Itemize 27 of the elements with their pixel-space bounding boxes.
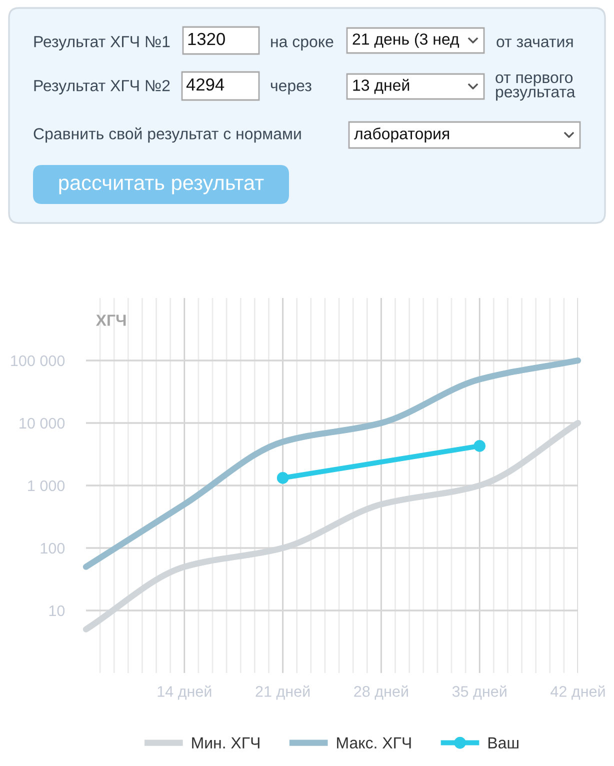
y-tick-label: 1 000 — [28, 480, 65, 492]
text: лаборатория — [354, 127, 450, 143]
text: 4294 — [186, 78, 224, 91]
text: от первого результата — [496, 74, 576, 101]
text: Результат ХГЧ №1 — [34, 36, 170, 50]
legend-label: Мин. ХГЧ — [192, 737, 260, 748]
y-tick-label: 100 000 — [11, 355, 65, 366]
legend-label: Ваш — [488, 737, 518, 749]
y-tick-label: 10 — [49, 605, 65, 616]
x-tick-label: 28 дней — [354, 685, 408, 700]
text: 21 день (3 нед — [352, 33, 460, 48]
y-axis-title: ХГЧ — [96, 314, 126, 326]
text: рассчитать результат — [59, 178, 264, 194]
text: 13 дней — [353, 78, 410, 94]
y-tick-label: 100 — [40, 542, 65, 554]
text: через — [270, 82, 312, 94]
y-tick-label: 10 000 — [20, 418, 65, 429]
text: Результат ХГЧ №2 — [34, 80, 170, 94]
x-tick-label: 35 дней — [452, 685, 506, 700]
x-tick-label: 21 дней — [256, 685, 310, 700]
x-tick-label: 14 дней — [158, 685, 212, 700]
text: от зачатия — [496, 38, 573, 48]
x-tick-label: 42 дней — [550, 685, 605, 700]
legend-label: Макс. ХГЧ — [337, 737, 411, 749]
text: Сравнить свой результат с нормами — [34, 127, 301, 143]
text: на сроке — [271, 38, 334, 50]
text: 1320 — [188, 32, 225, 46]
